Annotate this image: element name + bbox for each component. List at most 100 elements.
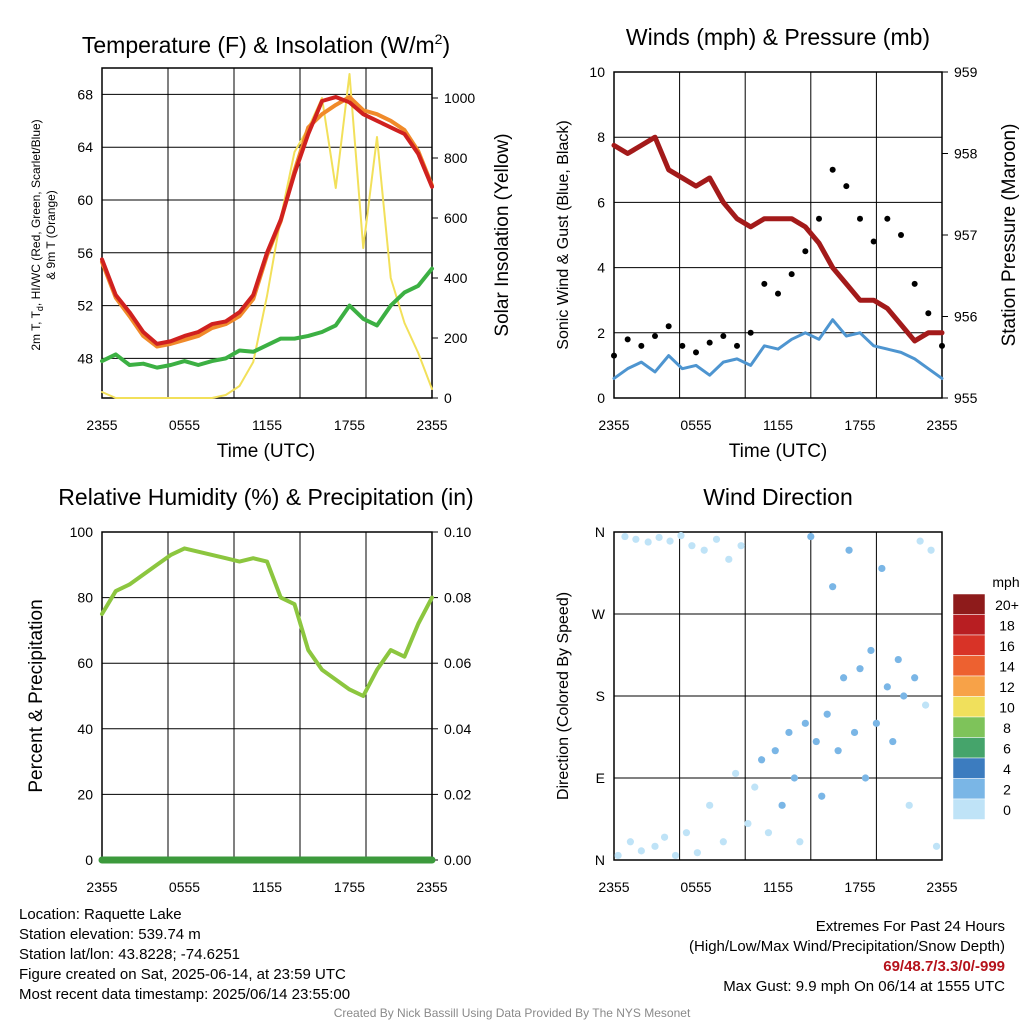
temperature-y-tick-label: 56	[77, 245, 93, 261]
wind-speed-legend-swatch	[952, 757, 986, 779]
humidity-plot-frame	[101, 531, 433, 861]
winds-y-tick-label: 8	[597, 129, 605, 145]
winds-y2-tick-label: 957	[954, 227, 978, 243]
winds-y2-tick-label: 955	[954, 390, 978, 406]
station-location: Location: Raquette Lake	[19, 906, 182, 923]
wind-direction-point	[719, 838, 727, 846]
wind-direction-point	[911, 674, 919, 682]
wind-speed-legend-label: 4	[1003, 761, 1011, 777]
wind-direction-point	[751, 783, 759, 791]
gust-point	[652, 333, 658, 340]
wind-direction-point	[693, 849, 701, 857]
humidity-x-tick-label: 0555	[169, 879, 200, 895]
winds-y-tick-label: 2	[597, 325, 605, 341]
gust-point	[734, 342, 740, 349]
gust-point	[925, 310, 932, 317]
wind-speed-legend-label: 16	[999, 638, 1015, 654]
wind-speed-legend-swatch	[952, 614, 986, 636]
gust-point	[611, 352, 617, 359]
wind-direction-point	[856, 665, 864, 673]
humidity-y-tick-label: 60	[77, 655, 93, 671]
wind-direction-x-tick-label: 1755	[844, 879, 875, 895]
wind-direction-point	[655, 533, 663, 542]
humidity-y-tick-label: 20	[77, 786, 93, 802]
relative-humidity-line	[100, 546, 434, 698]
temperature-y2-tick-label: 1000	[444, 90, 475, 106]
figure-created: Figure created on Sat, 2025-06-14, at 23…	[19, 966, 346, 983]
wind-direction-point	[823, 710, 831, 718]
wind-speed-legend-title: mph	[992, 574, 1019, 590]
station-info: Location: Raquette Lake Station elevatio…	[19, 905, 350, 1005]
humidity-left-axis-label: Percent & Precipitation	[26, 599, 47, 792]
extremes-values: 69/48.7/3.3/0/-999	[883, 958, 1005, 975]
dewpoint-line	[100, 266, 434, 370]
humidity-x-tick-label: 1155	[252, 879, 282, 895]
gust-point	[816, 215, 822, 222]
gust-point	[884, 215, 891, 222]
wind-direction-point	[621, 532, 629, 541]
wind-direction-point	[801, 719, 809, 727]
wind-direction-point	[861, 774, 870, 782]
wind-speed-legend-label: 18	[999, 618, 1015, 634]
most-recent-timestamp: Most recent data timestamp: 2025/06/14 2…	[19, 986, 351, 1003]
extremes-title: Extremes For Past 24 Hours	[815, 918, 1005, 935]
wind-direction-y-tick-label: N	[595, 524, 605, 540]
temperature-plot-frame	[101, 67, 433, 399]
wind-direction-point	[932, 842, 941, 850]
wind-direction-x-tick-label: 2355	[926, 879, 957, 895]
winds-x-tick-label: 1755	[844, 417, 875, 433]
wind-speed-legend-label: 6	[1003, 741, 1011, 757]
gust-point	[761, 280, 768, 287]
wind-direction-point	[900, 692, 908, 700]
temperature-x-axis-label: Time (UTC)	[217, 441, 316, 462]
temperature-left-axis-label: 2m T, Td, HI/WC (Red, Green, Scarlet/Blu…	[29, 119, 45, 350]
gust-point	[802, 248, 809, 255]
station-latlon: Station lat/lon: 43.8228; -74.6251	[19, 946, 241, 963]
gust-point	[857, 215, 863, 222]
credit-line: Created By Nick Bassill Using Data Provi…	[333, 1006, 691, 1020]
wind-speed-legend-swatch	[952, 593, 986, 615]
winds-y-tick-label: 10	[589, 64, 605, 80]
humidity-y2-tick-label: 0.04	[444, 721, 471, 737]
wind-speed-legend-label: 20+	[995, 597, 1019, 613]
wind-speed-legend-swatch	[952, 798, 986, 820]
wind-direction-point	[796, 838, 804, 846]
winds-y-tick-label: 0	[597, 390, 605, 406]
gust-point	[775, 290, 781, 297]
wind-direction-point	[785, 728, 793, 737]
wind-direction-point	[905, 801, 913, 809]
gust-point	[747, 329, 754, 336]
temperature-x-tick-label: 0555	[169, 417, 200, 433]
wind-direction-point	[671, 851, 680, 860]
wind-speed-legend-label: 2	[1003, 782, 1011, 798]
wind-direction-point	[660, 833, 669, 841]
wind-direction-y-tick-label: E	[596, 770, 605, 786]
gust-point	[693, 349, 699, 356]
wind-direction-panel-title: Wind Direction	[703, 484, 853, 510]
gust-point	[829, 166, 836, 173]
winds-y2-tick-label: 958	[954, 146, 978, 162]
wind-direction-point	[626, 838, 635, 846]
wind-speed-legend-swatch	[952, 655, 986, 677]
gust-point	[638, 342, 645, 349]
winds-x-tick-label: 2355	[598, 417, 629, 433]
wind-direction-point	[706, 801, 714, 809]
winds-y-tick-label: 6	[597, 194, 605, 210]
temperature-x-tick-label: 2355	[416, 417, 447, 433]
temperature-y2-tick-label: 800	[444, 150, 468, 166]
temperature-panel-title: Temperature (F) & Insolation (W/m2)	[82, 31, 450, 58]
temperature-y-tick-label: 48	[77, 350, 93, 366]
winds-y2-tick-label: 959	[954, 64, 978, 80]
temperature-x-tick-label: 1155	[252, 417, 282, 433]
humidity-x-tick-label: 2355	[86, 879, 117, 895]
humidity-y2-tick-label: 0.00	[444, 852, 471, 868]
wind-speed-legend-swatch	[952, 737, 986, 759]
extremes-subtitle: (High/Low/Max Wind/Precipitation/Snow De…	[689, 938, 1005, 955]
wind-speed-legend-label: 10	[999, 700, 1015, 716]
wind-speed-legend-swatch	[952, 778, 986, 800]
winds-left-axis-label: Sonic Wind & Gust (Blue, Black)	[555, 120, 572, 349]
temperature-panel: Temperature (F) & Insolation (W/m2) 2m T…	[29, 31, 513, 462]
wind-direction-point	[651, 842, 659, 850]
sonic-wind-line	[612, 318, 944, 380]
gust-point	[720, 333, 727, 340]
